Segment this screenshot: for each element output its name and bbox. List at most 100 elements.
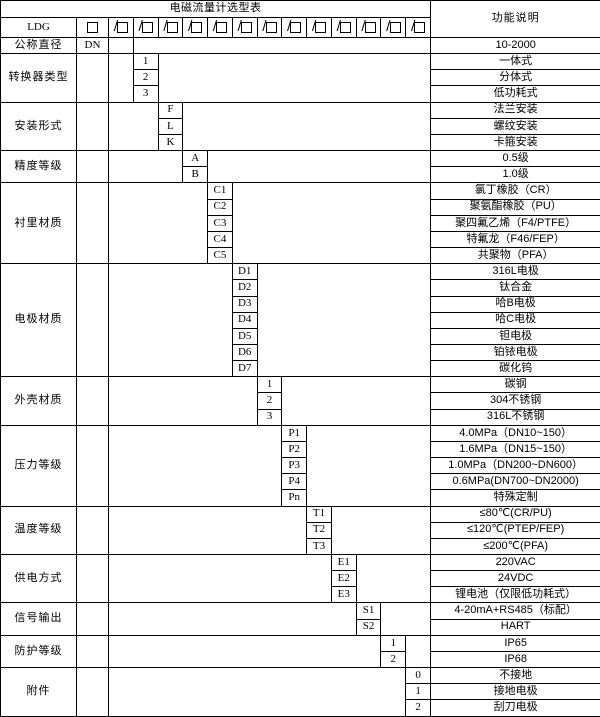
option-code-3-0[interactable]: A bbox=[183, 151, 208, 167]
empty-box-icon bbox=[142, 22, 153, 33]
spacer-cell bbox=[109, 668, 406, 716]
option-code-1-2[interactable]: 3 bbox=[133, 86, 158, 102]
option-code-11-1[interactable]: 2 bbox=[381, 651, 406, 667]
empty-box-icon bbox=[414, 22, 425, 33]
spacer-cell bbox=[77, 668, 109, 716]
spacer-cell bbox=[109, 38, 134, 54]
option-code-8-2[interactable]: T3 bbox=[307, 538, 332, 554]
model-slot-5[interactable]: / bbox=[208, 18, 233, 38]
spacer-cell bbox=[77, 506, 109, 554]
option-code-1-0[interactable]: 1 bbox=[133, 54, 158, 70]
option-code-6-0[interactable]: 1 bbox=[257, 377, 282, 393]
option-code-10-1[interactable]: S2 bbox=[356, 619, 381, 635]
option-code-7-3[interactable]: P4 bbox=[282, 474, 307, 490]
option-code-8-1[interactable]: T2 bbox=[307, 522, 332, 538]
option-code-10-0[interactable]: S1 bbox=[356, 603, 381, 619]
model-slot-4[interactable]: / bbox=[183, 18, 208, 38]
option-code-5-5[interactable]: D6 bbox=[232, 344, 257, 360]
option-code-12-2[interactable]: 2 bbox=[406, 700, 431, 716]
model-slot-12[interactable]: / bbox=[381, 18, 406, 38]
model-slot-8[interactable]: / bbox=[282, 18, 307, 38]
model-slot-7[interactable]: / bbox=[257, 18, 282, 38]
option-code-12-0[interactable]: 0 bbox=[406, 668, 431, 684]
option-code-4-3[interactable]: C4 bbox=[208, 231, 233, 247]
option-code-4-2[interactable]: C3 bbox=[208, 215, 233, 231]
spacer-cell bbox=[183, 102, 431, 150]
model-slot-3[interactable]: / bbox=[158, 18, 183, 38]
spacer-cell bbox=[109, 102, 159, 150]
spacer-cell bbox=[77, 264, 109, 377]
spacer-cell bbox=[356, 555, 430, 603]
model-slot-1[interactable]: / bbox=[109, 18, 134, 38]
spacer-cell bbox=[77, 603, 109, 635]
spec-label-3: 精度等级 bbox=[1, 151, 77, 183]
model-slot-6[interactable]: / bbox=[232, 18, 257, 38]
option-code-11-0[interactable]: 1 bbox=[381, 635, 406, 651]
option-code-6-2[interactable]: 3 bbox=[257, 409, 282, 425]
option-code-5-1[interactable]: D2 bbox=[232, 280, 257, 296]
slash-separator-icon: / bbox=[411, 20, 414, 34]
spacer-cell bbox=[381, 603, 431, 635]
option-code-8-0[interactable]: T1 bbox=[307, 506, 332, 522]
slash-separator-icon: / bbox=[312, 20, 315, 34]
function-desc-6-2: 316L不锈钢 bbox=[431, 409, 600, 425]
function-desc-11-1: IP68 bbox=[431, 651, 600, 667]
option-code-7-2[interactable]: P3 bbox=[282, 458, 307, 474]
model-slot-0[interactable] bbox=[77, 18, 109, 38]
spec-label-2: 安装形式 bbox=[1, 102, 77, 150]
spacer-cell bbox=[282, 377, 431, 425]
model-slot-2[interactable]: / bbox=[133, 18, 158, 38]
option-code-2-2[interactable]: K bbox=[158, 134, 183, 150]
function-desc-5-5: 铂铱电极 bbox=[431, 344, 600, 360]
option-code-5-3[interactable]: D4 bbox=[232, 312, 257, 328]
option-code-3-1[interactable]: B bbox=[183, 167, 208, 183]
spacer-cell bbox=[109, 377, 258, 425]
function-desc-12-1: 接地电极 bbox=[431, 684, 600, 700]
function-desc-1-0: 一体式 bbox=[431, 54, 600, 70]
spec-label-5: 电极材质 bbox=[1, 264, 77, 377]
option-code-1-1[interactable]: 2 bbox=[133, 70, 158, 86]
slash-separator-icon: / bbox=[262, 20, 265, 34]
option-code-5-6[interactable]: D7 bbox=[232, 361, 257, 377]
option-code-9-2[interactable]: E3 bbox=[331, 587, 356, 603]
spec-label-4: 衬里材质 bbox=[1, 183, 77, 264]
spacer-cell bbox=[109, 54, 134, 102]
model-slot-13[interactable]: / bbox=[406, 18, 431, 38]
option-code-7-0[interactable]: P1 bbox=[282, 425, 307, 441]
option-code-6-1[interactable]: 2 bbox=[257, 393, 282, 409]
option-code-12-1[interactable]: 1 bbox=[406, 684, 431, 700]
option-code-2-0[interactable]: F bbox=[158, 102, 183, 118]
spacer-cell bbox=[109, 506, 307, 554]
function-desc-2-2: 卡箍安装 bbox=[431, 134, 600, 150]
function-desc-4-2: 聚四氟乙烯（F4/PTFE） bbox=[431, 215, 600, 231]
option-code-4-4[interactable]: C5 bbox=[208, 248, 233, 264]
model-slot-10[interactable]: / bbox=[331, 18, 356, 38]
function-desc-4-4: 共聚物（PFA） bbox=[431, 248, 600, 264]
option-code-9-1[interactable]: E2 bbox=[331, 571, 356, 587]
function-desc-7-3: 0.6MPa(DN700~DN2000) bbox=[431, 474, 600, 490]
slash-separator-icon: / bbox=[114, 20, 117, 34]
option-code-7-4[interactable]: Pn bbox=[282, 490, 307, 506]
option-code-7-1[interactable]: P2 bbox=[282, 441, 307, 457]
option-code-9-0[interactable]: E1 bbox=[331, 555, 356, 571]
spacer-cell bbox=[77, 54, 109, 102]
function-desc-11-0: IP65 bbox=[431, 635, 600, 651]
option-code-4-0[interactable]: C1 bbox=[208, 183, 233, 199]
option-code-5-4[interactable]: D5 bbox=[232, 328, 257, 344]
model-slot-11[interactable]: / bbox=[356, 18, 381, 38]
function-desc-5-6: 碳化钨 bbox=[431, 361, 600, 377]
option-code-5-0[interactable]: D1 bbox=[232, 264, 257, 280]
option-code-5-2[interactable]: D3 bbox=[232, 296, 257, 312]
option-code-2-1[interactable]: L bbox=[158, 118, 183, 134]
function-desc-8-1: ≤120℃(PTEP/FEP) bbox=[431, 522, 600, 538]
function-desc-12-0: 不接地 bbox=[431, 668, 600, 684]
option-code-4-1[interactable]: C2 bbox=[208, 199, 233, 215]
model-slot-9[interactable]: / bbox=[307, 18, 332, 38]
spec-label-10: 信号输出 bbox=[1, 603, 77, 635]
